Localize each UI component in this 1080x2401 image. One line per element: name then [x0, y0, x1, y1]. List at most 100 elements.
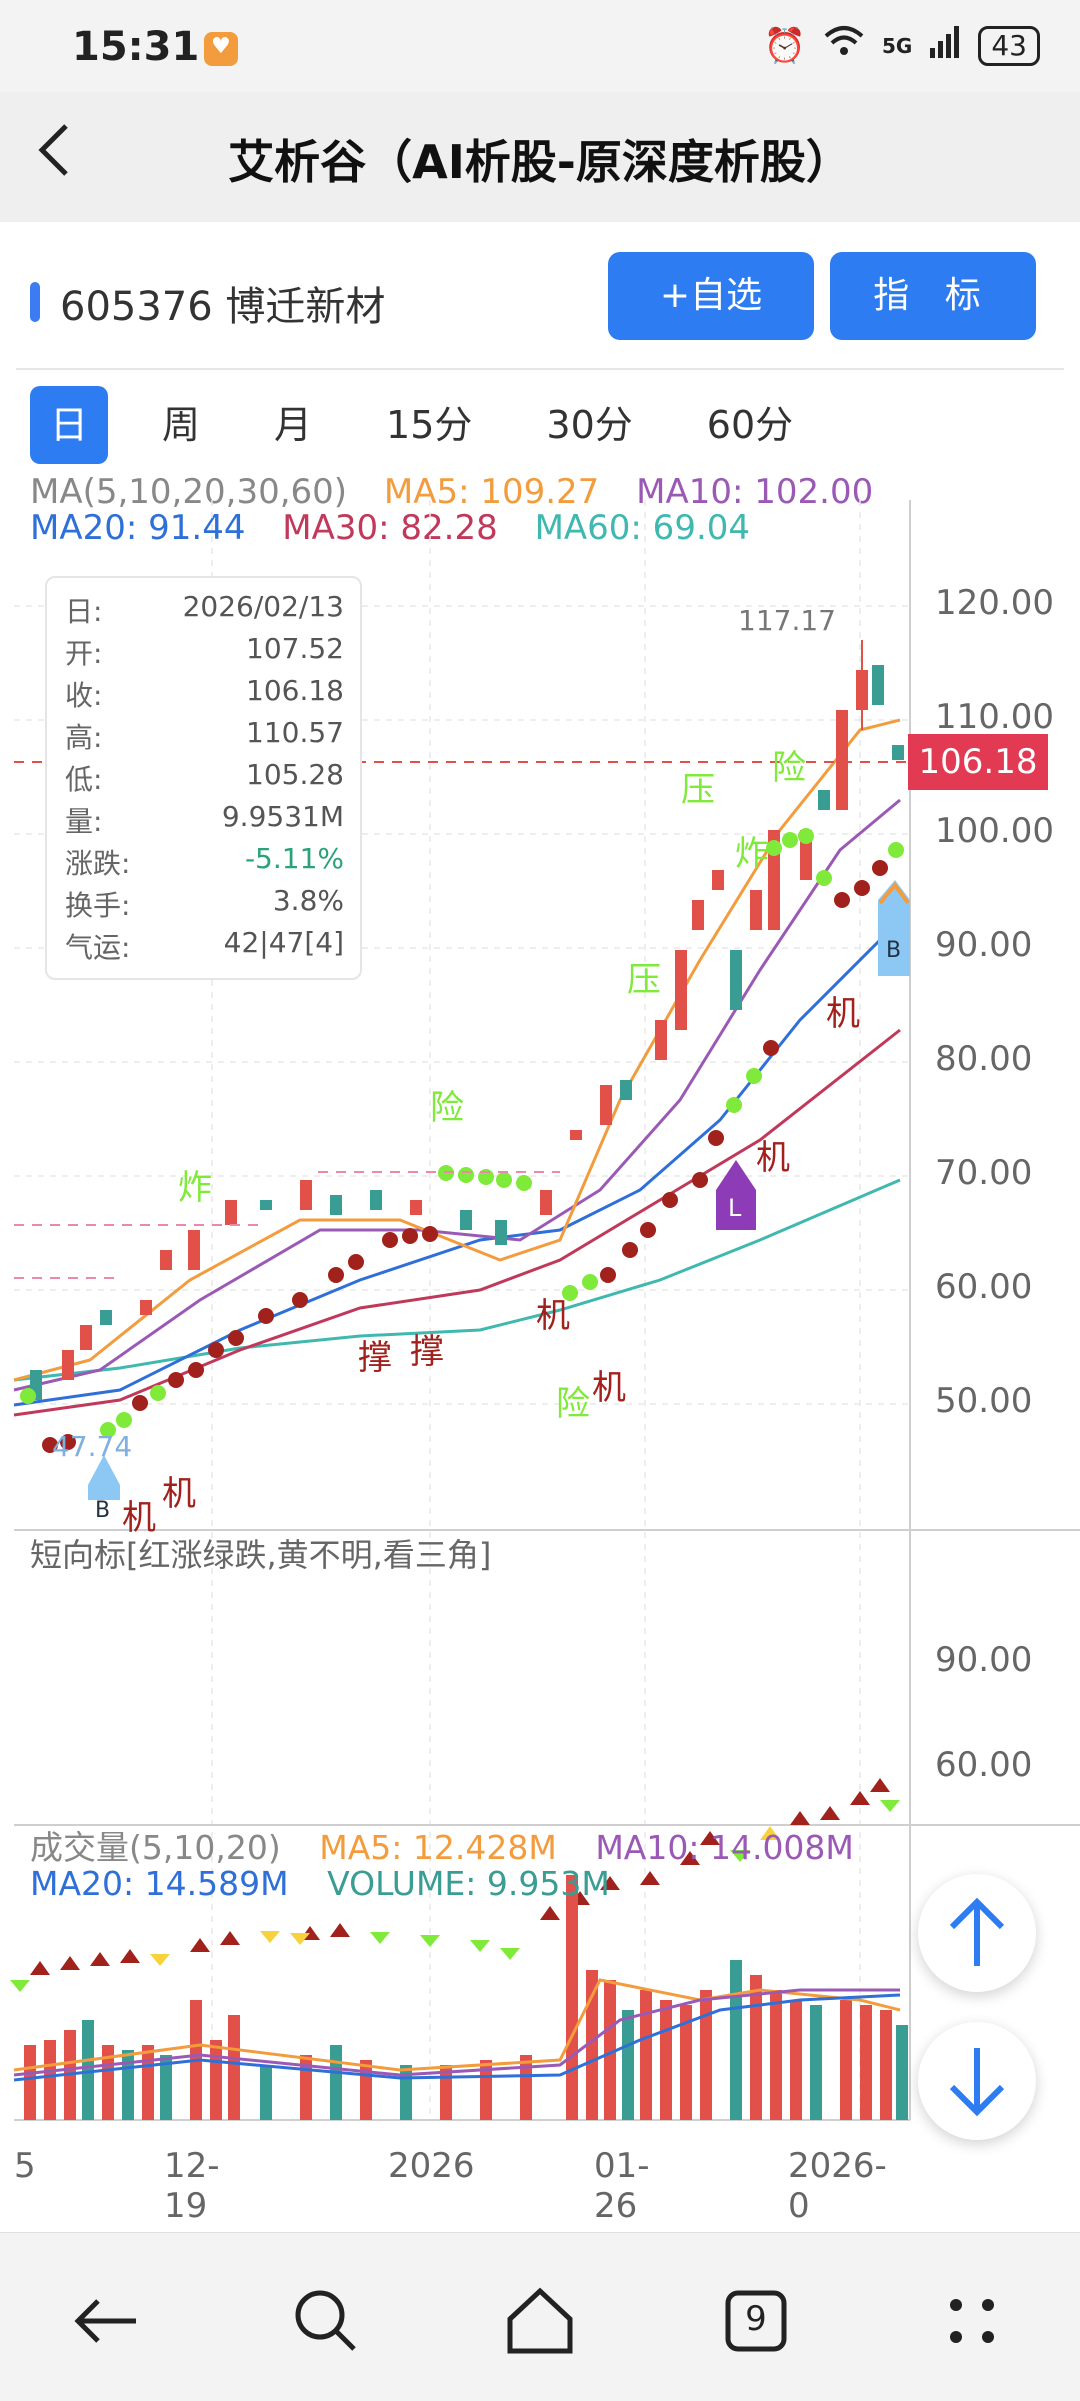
tab-15min[interactable]: 15分	[386, 403, 473, 447]
tab-day[interactable]: 日	[30, 386, 109, 464]
volume-bars	[24, 1875, 908, 2120]
info-row-turnover: 换手: 3.8%	[65, 884, 344, 924]
signal-label: 机	[162, 1474, 196, 1514]
info-row-volume: 量: 9.9531M	[65, 800, 344, 840]
status-icons: ⏰ 5G 43	[764, 24, 1040, 67]
status-time: 15:31	[72, 24, 200, 70]
signal-label: 压	[681, 770, 715, 810]
signal-label: 撑	[358, 1338, 392, 1378]
alarm-icon: ⏰	[763, 25, 807, 66]
bottom-navigation: 9	[0, 2232, 1080, 2401]
x-tick: 5	[14, 2146, 36, 2186]
indicator-button[interactable]: 指 标	[830, 252, 1036, 340]
badge-label: B	[95, 1498, 111, 1523]
info-label: 收:	[65, 679, 103, 712]
info-row-close: 收: 106.18	[65, 674, 344, 714]
period-tabs: 日 周 月 15分 30分 60分	[30, 386, 847, 464]
network-label: 5G	[882, 33, 913, 58]
info-value: 107.52	[246, 632, 344, 665]
ma-legend-title: MA(5,10,20,30,60)	[30, 472, 348, 512]
high-price-marker: 117.17	[738, 604, 836, 637]
info-value: 110.57	[246, 716, 344, 749]
vol-ma5-label: MA5: 12.428M	[319, 1828, 557, 1867]
info-row-fortune: 气运: 42|47[4]	[65, 926, 344, 966]
info-value: -5.11%	[244, 842, 344, 875]
info-row-low: 低: 105.28	[65, 758, 344, 798]
tabs-count: 9	[745, 2299, 767, 2339]
signal-icon	[928, 24, 962, 67]
wifi-icon	[822, 24, 866, 67]
add-watchlist-button[interactable]: +自选	[608, 252, 814, 340]
scroll-down-button[interactable]	[918, 2022, 1036, 2140]
info-label: 涨跌:	[65, 847, 131, 880]
signal-label: 险	[430, 1088, 464, 1128]
ma30-label: MA30: 82.28	[282, 508, 498, 548]
volume-legend-title: 成交量(5,10,20)	[30, 1828, 281, 1867]
x-tick: 2026-0	[788, 2146, 887, 2226]
info-value: 3.8%	[272, 884, 344, 917]
tab-30min[interactable]: 30分	[546, 403, 633, 447]
tab-60min[interactable]: 60分	[706, 403, 794, 447]
price-tick: 80.00	[935, 1039, 1033, 1079]
info-label: 气运:	[65, 931, 131, 964]
tab-week[interactable]: 周	[162, 403, 201, 447]
arrow-down-icon	[949, 2048, 1005, 2117]
buy-signal-badge-2	[878, 880, 910, 976]
battery-indicator: 43	[978, 25, 1040, 66]
signal-label: 险	[772, 748, 806, 788]
nav-search-button[interactable]	[286, 2281, 366, 2361]
menu-icon	[950, 2299, 994, 2343]
vol-ma10-label: MA10: 14.008M	[595, 1828, 854, 1867]
info-value: 105.28	[246, 758, 344, 791]
tab-month[interactable]: 月	[274, 403, 313, 447]
signal-label: 压	[627, 960, 661, 1000]
sub-indicator-title: 短向标[红涨绿跌,黄不明,看三角]	[30, 1536, 492, 1574]
info-label: 量:	[65, 805, 103, 838]
info-value: 2026/02/13	[182, 590, 344, 623]
price-tick: 100.00	[935, 811, 1054, 851]
price-tick: 60.00	[935, 1267, 1033, 1307]
nav-tabs-button[interactable]: 9	[716, 2281, 796, 2361]
info-row-high: 高: 110.57	[65, 716, 344, 756]
badge-label: B	[886, 938, 902, 963]
volume-label: VOLUME: 9.953M	[327, 1864, 610, 1903]
info-label: 换手:	[65, 889, 131, 922]
stock-header: 605376 博迁新材 +自选 指 标	[0, 222, 1080, 372]
x-tick: 2026	[388, 2146, 475, 2186]
info-value: 106.18	[246, 674, 344, 707]
low-price-marker: 47.74	[52, 1430, 133, 1463]
ma-legend: MA(5,10,20,30,60) MA5: 109.27 MA10: 102.…	[30, 474, 899, 546]
nav-back-button[interactable]	[66, 2281, 146, 2361]
accent-bar	[30, 282, 40, 322]
info-label: 低:	[65, 763, 103, 796]
sub-tick: 60.00	[935, 1745, 1033, 1785]
badge-label: L	[728, 1194, 742, 1222]
ma10-label: MA10: 102.00	[636, 472, 874, 512]
x-tick: 01-26	[594, 2146, 650, 2226]
volume-legend: 成交量(5,10,20) MA5: 12.428M MA10: 14.008M …	[30, 1830, 882, 1902]
signal-label: 机	[826, 994, 860, 1034]
signal-label: 撑	[410, 1332, 444, 1372]
nav-home-button[interactable]	[500, 2281, 580, 2361]
ma20-label: MA20: 91.44	[30, 508, 246, 548]
price-tick: 90.00	[935, 925, 1033, 965]
back-button[interactable]	[34, 120, 74, 192]
info-label: 高:	[65, 721, 103, 754]
signal-label: 炸	[735, 834, 769, 874]
current-price-badge: 106.18	[908, 734, 1048, 790]
signal-label: 机	[756, 1138, 790, 1178]
back-icon	[74, 2299, 136, 2343]
tabs-icon	[725, 2290, 787, 2352]
info-value: 9.9531M	[221, 800, 344, 833]
title-bar: 艾析谷（AI析股-原深度析股）	[0, 92, 1080, 222]
signal-label: 险	[556, 1384, 590, 1424]
kline-chart[interactable]	[0, 500, 1080, 2140]
nav-menu-button[interactable]	[932, 2281, 1012, 2361]
info-row-change: 涨跌: -5.11%	[65, 842, 344, 882]
scroll-up-button[interactable]	[918, 1874, 1036, 1992]
price-tick: 70.00	[935, 1153, 1033, 1193]
search-icon	[295, 2290, 356, 2351]
header-divider	[16, 368, 1064, 370]
home-icon	[507, 2287, 573, 2354]
info-row-open: 开: 107.52	[65, 632, 344, 672]
